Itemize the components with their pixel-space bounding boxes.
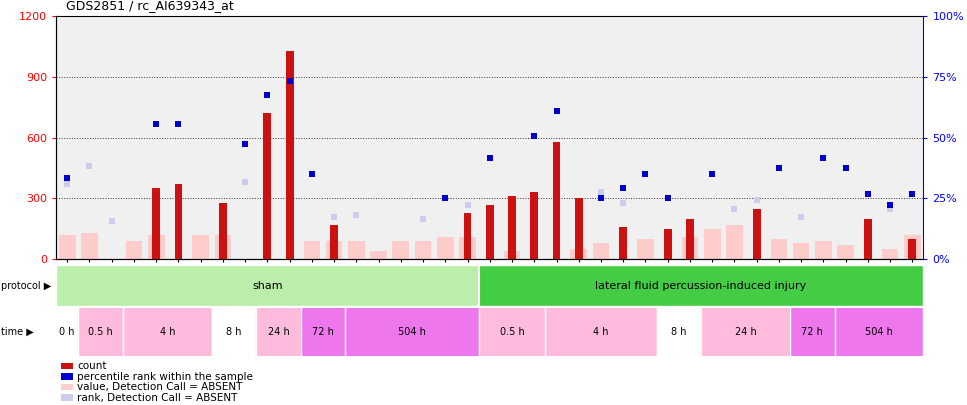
Text: 0.5 h: 0.5 h [88,327,113,337]
Bar [437,237,454,259]
Bar [815,241,832,259]
Bar [704,229,720,259]
Bar [637,239,654,259]
Text: 8 h: 8 h [671,327,687,337]
Text: 504 h: 504 h [398,327,425,337]
Text: percentile rank within the sample: percentile rank within the sample [77,372,253,382]
Bar [508,196,516,259]
Bar [657,308,701,356]
Bar [619,227,628,259]
Bar [504,251,520,259]
Bar [59,235,75,259]
Bar [148,235,164,259]
Bar [485,205,494,259]
Text: 24 h: 24 h [735,327,756,337]
Text: 4 h: 4 h [593,327,609,337]
Bar [835,308,923,356]
Text: protocol ▶: protocol ▶ [1,281,51,290]
Bar [771,239,787,259]
Bar [152,188,161,259]
Bar [571,249,587,259]
Text: lateral fluid percussion-induced injury: lateral fluid percussion-induced injury [596,281,806,290]
Bar [908,239,917,259]
Text: 72 h: 72 h [312,327,334,337]
Bar [686,219,694,259]
Bar [330,225,338,259]
Bar [726,225,743,259]
Bar [256,308,301,356]
Bar [81,233,98,259]
Bar [370,251,387,259]
Bar [219,202,227,259]
Text: count: count [77,361,107,371]
Bar [348,241,365,259]
Bar [882,249,898,259]
Bar [126,241,142,259]
Bar [263,113,272,259]
Text: rank, Detection Call = ABSENT: rank, Detection Call = ABSENT [77,393,238,403]
Bar [837,245,854,259]
Text: 0.5 h: 0.5 h [500,327,524,337]
Text: 0 h: 0 h [59,327,75,337]
Bar [78,308,123,356]
Bar [56,265,479,306]
Bar [304,241,320,259]
Bar [415,241,431,259]
Bar [212,308,256,356]
Bar [479,308,545,356]
Text: 4 h: 4 h [160,327,175,337]
Bar [192,235,209,259]
Bar [663,229,672,259]
Text: sham: sham [252,281,282,290]
Bar [530,192,539,259]
Bar [345,308,479,356]
Bar [215,235,231,259]
Bar [285,51,294,259]
Bar [790,308,835,356]
Bar [752,209,761,259]
Bar [463,213,472,259]
Text: 72 h: 72 h [802,327,823,337]
Bar [393,241,409,259]
Text: 504 h: 504 h [865,327,893,337]
Text: value, Detection Call = ABSENT: value, Detection Call = ABSENT [77,382,243,392]
Bar [864,219,872,259]
Text: time ▶: time ▶ [1,327,34,337]
Bar [701,308,790,356]
Text: GDS2851 / rc_AI639343_at: GDS2851 / rc_AI639343_at [66,0,233,12]
Bar [682,237,698,259]
Bar [123,308,212,356]
Bar [793,243,809,259]
Text: 24 h: 24 h [268,327,289,337]
Bar [552,142,561,259]
Bar [326,241,342,259]
Bar [904,235,921,259]
Bar [574,198,583,259]
Text: 8 h: 8 h [226,327,242,337]
Bar [56,308,78,356]
Bar [593,243,609,259]
Bar [174,184,183,259]
Bar [479,265,923,306]
Bar [545,308,657,356]
Bar [459,237,476,259]
Bar [301,308,345,356]
